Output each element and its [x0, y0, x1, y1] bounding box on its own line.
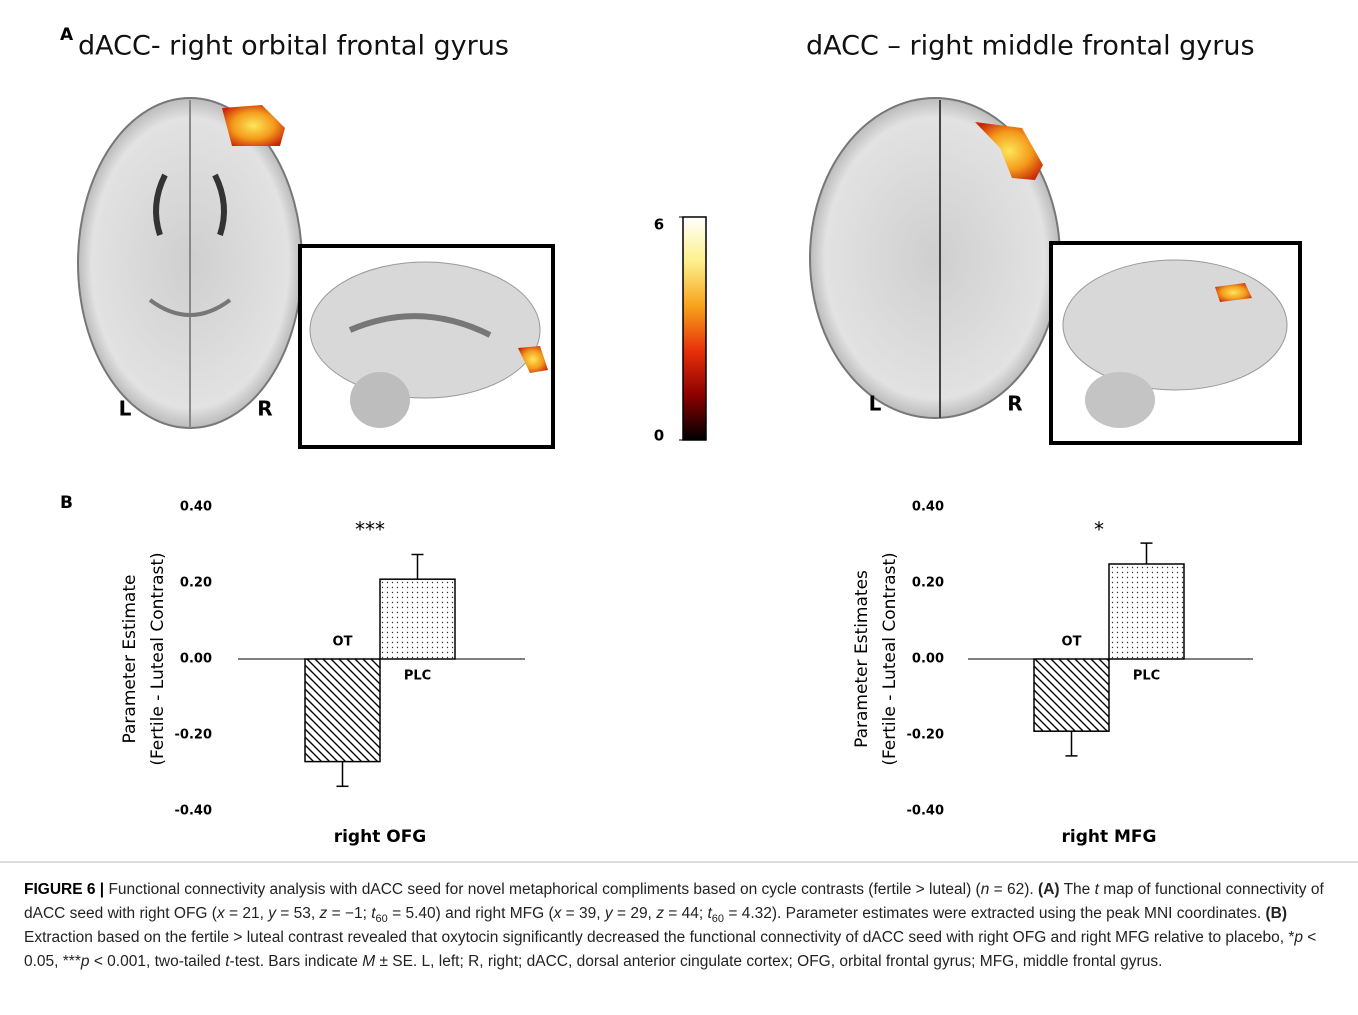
panel-title: dACC- right orbital frontal gyrus — [78, 31, 509, 62]
caption-text: M — [362, 953, 375, 970]
caption-text: = 44; — [664, 905, 708, 922]
caption-text: -test. Bars indicate — [230, 953, 363, 970]
caption-text: FIGURE 6 | — [24, 881, 104, 898]
category-label: PLC — [404, 669, 431, 684]
caption-text: 60 — [376, 913, 388, 925]
orientation-label: L — [869, 392, 882, 416]
bar — [1034, 659, 1109, 731]
brain-image-left — [78, 98, 553, 447]
category-label: PLC — [1133, 669, 1160, 684]
caption-text: = 53, — [276, 905, 320, 922]
significance: *** — [355, 518, 385, 542]
caption-text: x — [217, 905, 225, 922]
bar — [1109, 564, 1184, 659]
colorbar — [683, 217, 706, 440]
brain-image-right — [810, 98, 1300, 443]
caption-text: = 5.40) and right MFG ( — [388, 905, 554, 922]
orientation-label: R — [1007, 392, 1022, 416]
y-tick-label: 0.40 — [912, 500, 944, 515]
caption-text: The — [1060, 881, 1095, 898]
y-axis-label: (Fertile - Luteal Contrast) — [880, 552, 900, 765]
colorbar-tick-label: 6 — [654, 216, 664, 234]
caption-text: z — [656, 905, 664, 922]
error-bar — [1066, 731, 1078, 756]
y-tick-label: 0.00 — [912, 652, 944, 667]
error-bar — [412, 555, 424, 580]
error-bar — [337, 762, 349, 787]
y-axis-label: Parameter Estimate — [120, 575, 140, 744]
caption-text: p — [1294, 929, 1303, 946]
y-axis-label: Parameter Estimates — [852, 570, 872, 748]
panel-label: B — [60, 493, 73, 513]
x-axis-label: right OFG — [334, 827, 427, 847]
error-bar — [1141, 543, 1153, 564]
orientation-label: L — [119, 397, 132, 421]
page: { "panel_a": { "label": "A", "titles": [… — [0, 0, 1358, 1015]
caption-text: (B) — [1266, 905, 1288, 922]
y-tick-label: 0.20 — [912, 576, 944, 591]
caption-text: p — [81, 953, 90, 970]
caption-text: = 62). — [989, 881, 1038, 898]
y-tick-label: 0.40 — [180, 500, 212, 515]
panel-label: A — [60, 25, 74, 45]
category-label: OT — [1062, 635, 1082, 650]
y-tick-label: -0.40 — [907, 804, 944, 819]
caption-text: (A) — [1038, 881, 1060, 898]
category-label: OT — [333, 635, 353, 650]
caption-text: < 0.001, two-tailed — [90, 953, 226, 970]
caption-text: Functional connectivity analysis with dA… — [104, 881, 981, 898]
caption-text: y — [268, 905, 276, 922]
caption-text: = 4.32). Parameter estimates were extrac… — [724, 905, 1265, 922]
significance: * — [1094, 518, 1104, 542]
y-tick-label: -0.40 — [175, 804, 212, 819]
panel-title: dACC – right middle frontal gyrus — [806, 31, 1255, 62]
caption-text: = −1; — [327, 905, 371, 922]
x-axis-label: right MFG — [1061, 827, 1156, 847]
y-tick-label: 0.00 — [180, 652, 212, 667]
y-tick-label: -0.20 — [907, 728, 944, 743]
caption-text: Extraction based on the fertile > luteal… — [24, 929, 1294, 946]
bar — [305, 659, 380, 762]
caption-text: 60 — [712, 913, 724, 925]
caption-text: = 39, — [561, 905, 605, 922]
caption: FIGURE 6 | Functional connectivity analy… — [24, 878, 1338, 974]
y-tick-label: -0.20 — [175, 728, 212, 743]
caption-text: y — [605, 905, 613, 922]
caption-text: = 29, — [613, 905, 657, 922]
bar — [380, 579, 455, 659]
colorbar-tick-label: 0 — [654, 427, 664, 445]
caption-text: ± SE. L, left; R, right; dACC, dorsal an… — [375, 953, 1162, 970]
orientation-label: R — [257, 397, 272, 421]
y-tick-label: 0.20 — [180, 576, 212, 591]
y-axis-label: (Fertile - Luteal Contrast) — [148, 552, 168, 765]
caption-text: = 21, — [225, 905, 269, 922]
